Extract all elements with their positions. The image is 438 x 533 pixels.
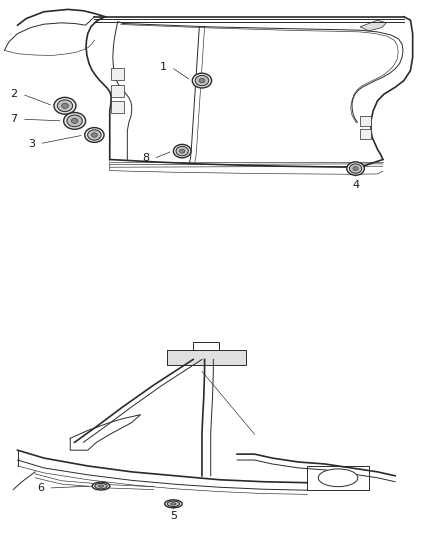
Circle shape — [61, 103, 68, 108]
Circle shape — [176, 147, 188, 156]
Circle shape — [349, 164, 361, 173]
Text: 7: 7 — [11, 114, 18, 124]
Circle shape — [173, 144, 191, 158]
FancyBboxPatch shape — [110, 101, 124, 114]
Circle shape — [198, 78, 205, 83]
FancyBboxPatch shape — [359, 116, 370, 126]
Circle shape — [192, 73, 211, 88]
Circle shape — [167, 501, 179, 506]
Text: 1: 1 — [159, 62, 166, 72]
Circle shape — [352, 166, 357, 171]
Circle shape — [170, 503, 176, 505]
FancyBboxPatch shape — [110, 68, 124, 80]
Circle shape — [346, 162, 364, 175]
Circle shape — [57, 100, 73, 111]
Circle shape — [88, 130, 101, 140]
Circle shape — [95, 483, 107, 489]
Circle shape — [179, 149, 184, 153]
Text: 2: 2 — [11, 89, 18, 99]
FancyBboxPatch shape — [110, 85, 124, 96]
Polygon shape — [166, 350, 245, 366]
FancyBboxPatch shape — [359, 130, 370, 139]
Polygon shape — [359, 20, 385, 31]
Text: 4: 4 — [351, 180, 358, 190]
Circle shape — [91, 133, 97, 137]
Text: 8: 8 — [142, 154, 149, 164]
Circle shape — [85, 127, 104, 142]
Text: 6: 6 — [37, 483, 44, 493]
Circle shape — [67, 115, 82, 127]
Circle shape — [318, 469, 357, 487]
Circle shape — [92, 482, 110, 490]
Text: 5: 5 — [170, 511, 177, 521]
Text: 3: 3 — [28, 139, 35, 149]
Circle shape — [71, 118, 78, 124]
Circle shape — [98, 485, 103, 487]
Circle shape — [164, 500, 182, 508]
Circle shape — [64, 112, 85, 130]
Circle shape — [195, 75, 208, 86]
Circle shape — [54, 98, 76, 114]
